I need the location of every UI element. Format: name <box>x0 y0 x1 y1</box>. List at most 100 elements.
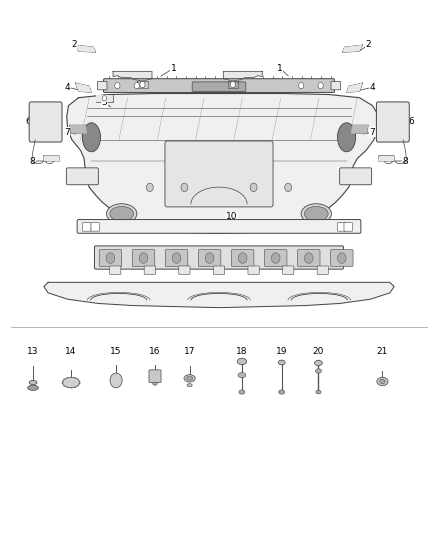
Text: 11: 11 <box>226 248 238 257</box>
FancyBboxPatch shape <box>29 102 62 142</box>
Text: 14: 14 <box>65 348 77 357</box>
Ellipse shape <box>63 377 80 388</box>
Ellipse shape <box>278 360 285 365</box>
Circle shape <box>205 253 214 263</box>
Text: 10: 10 <box>226 213 238 221</box>
Ellipse shape <box>187 376 193 380</box>
Circle shape <box>238 253 247 263</box>
Circle shape <box>230 82 236 88</box>
FancyBboxPatch shape <box>179 266 190 274</box>
Polygon shape <box>75 45 96 52</box>
Ellipse shape <box>301 204 332 224</box>
FancyBboxPatch shape <box>149 370 161 383</box>
Circle shape <box>140 82 145 88</box>
Text: 2: 2 <box>71 41 77 50</box>
Text: 1: 1 <box>277 63 283 72</box>
Text: 16: 16 <box>149 348 161 357</box>
Polygon shape <box>137 81 148 88</box>
Ellipse shape <box>315 369 321 373</box>
Circle shape <box>146 183 153 191</box>
Polygon shape <box>113 71 152 81</box>
FancyBboxPatch shape <box>77 220 361 233</box>
Text: 6: 6 <box>25 117 31 126</box>
FancyBboxPatch shape <box>339 168 372 185</box>
Ellipse shape <box>110 206 134 221</box>
Polygon shape <box>44 156 60 161</box>
Text: 2: 2 <box>365 41 371 50</box>
Text: 9: 9 <box>67 172 73 181</box>
Polygon shape <box>67 93 379 233</box>
Ellipse shape <box>29 381 37 385</box>
Polygon shape <box>223 71 262 81</box>
FancyBboxPatch shape <box>317 266 328 274</box>
Ellipse shape <box>304 206 328 221</box>
FancyBboxPatch shape <box>248 266 259 274</box>
FancyBboxPatch shape <box>331 82 340 90</box>
FancyBboxPatch shape <box>98 82 107 90</box>
FancyBboxPatch shape <box>95 246 343 269</box>
Text: 18: 18 <box>236 348 247 357</box>
Text: 8: 8 <box>402 157 408 166</box>
Text: 19: 19 <box>276 348 287 357</box>
Text: 4: 4 <box>370 83 375 92</box>
Ellipse shape <box>187 384 192 387</box>
FancyBboxPatch shape <box>103 79 335 92</box>
Polygon shape <box>228 81 238 88</box>
Text: 3: 3 <box>229 72 235 81</box>
Ellipse shape <box>237 358 247 365</box>
FancyBboxPatch shape <box>165 249 188 266</box>
Ellipse shape <box>314 360 322 366</box>
Polygon shape <box>378 156 394 161</box>
Ellipse shape <box>184 375 195 382</box>
FancyBboxPatch shape <box>231 249 254 266</box>
Circle shape <box>110 373 122 388</box>
Text: 21: 21 <box>377 348 388 357</box>
Polygon shape <box>70 125 87 134</box>
FancyBboxPatch shape <box>110 266 121 274</box>
Polygon shape <box>96 94 113 102</box>
Circle shape <box>250 183 257 191</box>
FancyBboxPatch shape <box>66 168 99 185</box>
FancyBboxPatch shape <box>331 249 353 266</box>
Circle shape <box>299 83 304 89</box>
FancyBboxPatch shape <box>344 223 353 231</box>
Circle shape <box>272 253 280 263</box>
FancyBboxPatch shape <box>338 223 346 231</box>
Circle shape <box>304 253 313 263</box>
FancyBboxPatch shape <box>82 223 91 231</box>
Ellipse shape <box>82 123 100 152</box>
Polygon shape <box>75 83 92 92</box>
Text: 13: 13 <box>27 348 39 357</box>
Text: 7: 7 <box>370 127 375 136</box>
FancyBboxPatch shape <box>213 266 225 274</box>
FancyBboxPatch shape <box>99 249 122 266</box>
Ellipse shape <box>28 385 39 391</box>
Circle shape <box>139 253 148 263</box>
Ellipse shape <box>238 373 246 378</box>
FancyBboxPatch shape <box>297 249 320 266</box>
FancyBboxPatch shape <box>91 223 100 231</box>
FancyBboxPatch shape <box>376 102 409 142</box>
Ellipse shape <box>377 377 388 386</box>
FancyBboxPatch shape <box>198 249 221 266</box>
Polygon shape <box>342 45 363 52</box>
Ellipse shape <box>380 379 385 384</box>
Text: 7: 7 <box>64 127 70 136</box>
Text: 1: 1 <box>171 63 177 72</box>
FancyBboxPatch shape <box>265 249 287 266</box>
Circle shape <box>172 253 181 263</box>
Text: 6: 6 <box>409 117 414 126</box>
FancyBboxPatch shape <box>144 266 155 274</box>
Circle shape <box>181 183 188 191</box>
Text: 12: 12 <box>226 286 238 295</box>
Circle shape <box>106 253 115 263</box>
Text: 4: 4 <box>65 83 71 92</box>
Ellipse shape <box>106 204 137 224</box>
Circle shape <box>102 95 106 101</box>
Ellipse shape <box>316 390 321 394</box>
Text: 15: 15 <box>110 348 122 357</box>
Polygon shape <box>346 83 363 92</box>
Circle shape <box>285 183 292 191</box>
Ellipse shape <box>153 382 157 385</box>
Text: 9: 9 <box>363 172 369 181</box>
